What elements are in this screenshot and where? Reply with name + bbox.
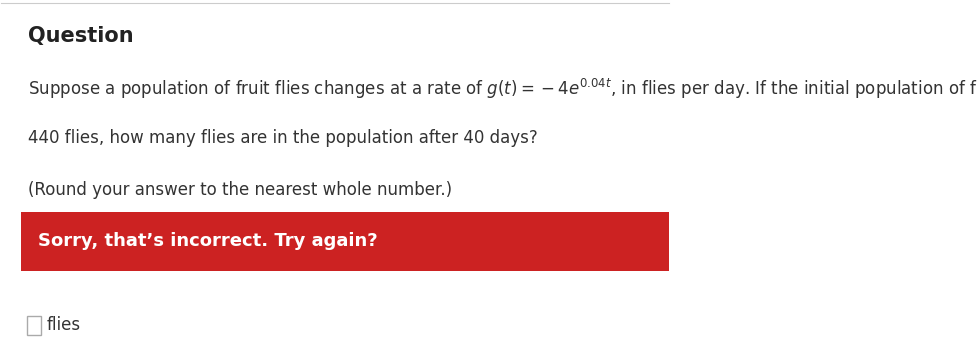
Text: 440 flies, how many flies are in the population after 40 days?: 440 flies, how many flies are in the pop… bbox=[28, 129, 537, 147]
FancyBboxPatch shape bbox=[21, 212, 669, 271]
Text: Sorry, that’s incorrect. Try again?: Sorry, that’s incorrect. Try again? bbox=[38, 232, 377, 250]
Text: (Round your answer to the nearest whole number.): (Round your answer to the nearest whole … bbox=[28, 181, 451, 199]
Text: flies: flies bbox=[47, 316, 81, 334]
Text: Question: Question bbox=[28, 25, 134, 46]
FancyBboxPatch shape bbox=[26, 316, 41, 334]
Text: Suppose a population of fruit flies changes at a rate of $g(t) = -4e^{0.04t}$, i: Suppose a population of fruit flies chan… bbox=[28, 77, 977, 101]
